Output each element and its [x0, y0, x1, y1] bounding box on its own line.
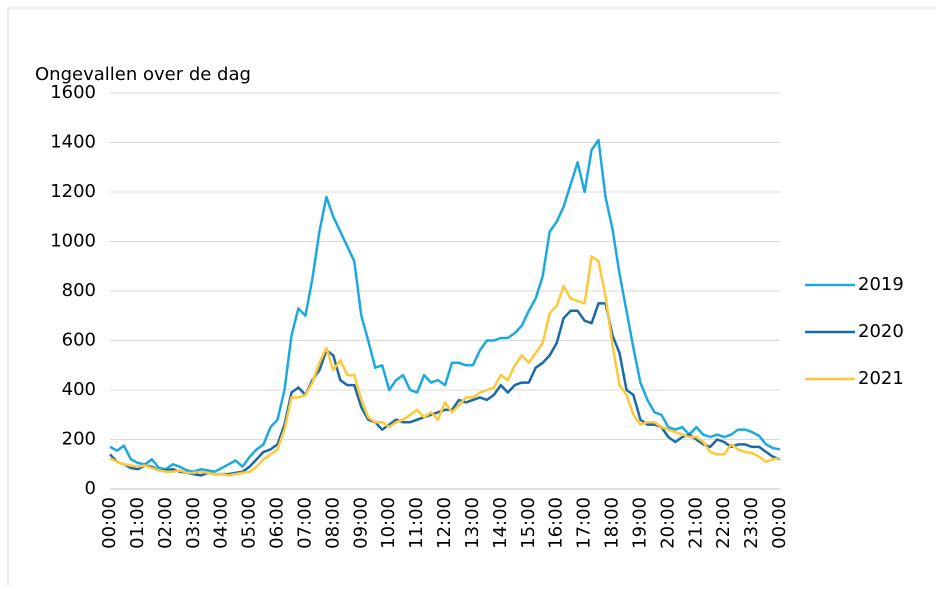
x-tick-label: 00:00 [99, 497, 120, 549]
legend-label: 2019 [858, 274, 904, 295]
x-tick-label: 11:00 [406, 497, 427, 549]
x-tick-label: 02:00 [155, 497, 176, 549]
y-tick-label: 400 [62, 379, 96, 400]
x-tick-label: 23:00 [741, 497, 762, 549]
chart-frame [7, 7, 936, 589]
x-tick-label: 09:00 [350, 497, 371, 549]
series-line [109, 255, 781, 477]
y-tick-label: 0 [85, 478, 96, 499]
y-tick-label: 1600 [50, 82, 96, 103]
x-tick-label: 22:00 [713, 497, 734, 549]
y-tick-label: 800 [62, 280, 96, 301]
series-line [109, 302, 781, 477]
x-tick-label: 06:00 [267, 497, 288, 549]
chart-title: Ongevallen over de dag [35, 64, 251, 85]
x-tick-label: 08:00 [322, 497, 343, 549]
series-line [109, 138, 781, 473]
x-tick-label: 21:00 [685, 497, 706, 549]
x-tick-label: 20:00 [657, 497, 678, 549]
x-tick-label: 19:00 [629, 497, 650, 549]
x-tick-label: 05:00 [239, 497, 260, 549]
y-tick-label: 1400 [50, 132, 96, 153]
x-tick-label: 12:00 [434, 497, 455, 549]
y-tick-label: 1200 [50, 181, 96, 202]
x-tick-label: 07:00 [294, 497, 315, 549]
x-tick-label: 14:00 [490, 497, 511, 549]
x-tick-label: 16:00 [546, 497, 567, 549]
x-tick-label: 03:00 [183, 497, 204, 549]
legend-label: 2021 [858, 368, 904, 389]
y-tick-label: 1000 [50, 231, 96, 252]
x-tick-label: 04:00 [211, 497, 232, 549]
legend-label: 2020 [858, 321, 904, 342]
x-tick-label: 00:00 [769, 497, 790, 549]
y-tick-label: 200 [62, 429, 96, 450]
x-tick-label: 17:00 [574, 497, 595, 549]
x-tick-label: 18:00 [602, 497, 623, 549]
x-tick-label: 10:00 [378, 497, 399, 549]
x-tick-label: 13:00 [462, 497, 483, 549]
y-tick-label: 600 [62, 330, 96, 351]
x-tick-label: 01:00 [127, 497, 148, 549]
x-tick-label: 15:00 [518, 497, 539, 549]
